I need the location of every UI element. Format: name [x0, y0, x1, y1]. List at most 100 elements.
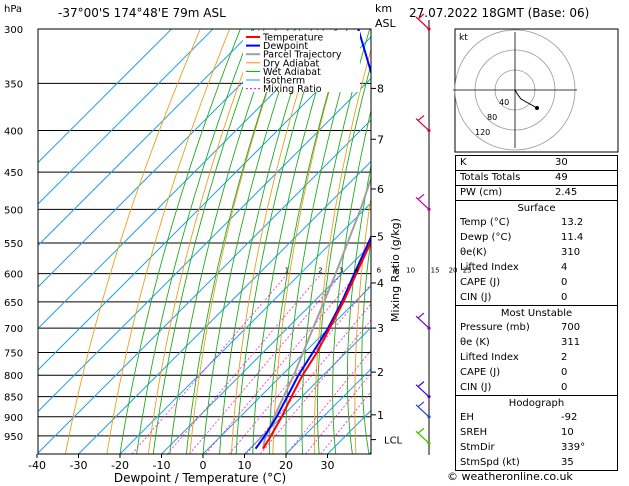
param-label: CAPE (J): [460, 277, 501, 288]
wet-adiabat-line: [346, 163, 371, 454]
param-row: StmDir 339°: [456, 440, 617, 455]
pressure-tick-label: 700: [4, 324, 23, 335]
isotherm-line: [285, 368, 371, 454]
wet-adiabat-line: [185, 29, 289, 454]
param-value: 0: [561, 277, 568, 288]
legend-background: [243, 31, 360, 92]
mixing-ratio-label: 10: [406, 267, 415, 275]
isotherm-line: [202, 285, 371, 454]
mixing-ratio-label: 4: [354, 267, 359, 275]
chart-background-lines: [38, 29, 371, 454]
wet-adiabat-line: [119, 29, 241, 454]
dry-adiabat-line: [272, 29, 348, 454]
hodograph-unit-label: kt: [459, 33, 468, 43]
chart-axes: 3003504004505005506006507007508008509009…: [4, 2, 472, 485]
param-row: Temp (°C) 13.2: [456, 215, 617, 230]
pressure-tick-label: 850: [4, 393, 23, 404]
isotherm-line: [38, 119, 371, 454]
param-value: 311: [561, 337, 581, 348]
mixing-ratio-label: 6: [377, 267, 382, 275]
param-value: 0: [561, 382, 568, 393]
wet-adiabat-line: [235, 29, 325, 454]
surface-title: Surface: [517, 203, 556, 214]
param-label: θe (K): [460, 337, 490, 348]
pressure-tick-label: 450: [4, 168, 23, 179]
legend-entry: Isotherm: [263, 76, 305, 87]
dry-adiabat-line: [354, 194, 371, 454]
pressure-tick-label: 950: [4, 432, 23, 443]
km-tick-label: 3: [377, 322, 384, 335]
pressure-tick-label: 650: [4, 298, 23, 309]
index-row: PW (cm) 2.45: [455, 185, 618, 201]
wet-adiabat-line: [301, 29, 371, 454]
isotherm-line: [38, 29, 255, 247]
param-label: Dewp (°C): [460, 232, 512, 243]
index-row: K 30: [455, 155, 618, 171]
dry-adiabat-line: [230, 29, 319, 454]
param-value: 35: [561, 457, 574, 468]
isotherm-line: [38, 29, 214, 205]
legend-entry: Dewpoint: [263, 41, 308, 52]
wind-barb-dot: [427, 441, 431, 445]
surface-box: Surface Temp (°C) 13.2 Dewp (°C) 11.4 θe(K) 3…: [455, 200, 618, 306]
dewpoint-line: [254, 29, 371, 450]
dry-adiabat-line: [313, 47, 371, 454]
temperature-line: [262, 239, 371, 450]
wet-adiabat-line: [332, 108, 371, 454]
wind-barb-dot: [427, 128, 431, 133]
km-label: km: [375, 2, 392, 15]
legend-entry: Mixing Ratio: [263, 84, 322, 95]
hodograph-trace: [514, 89, 538, 109]
wind-barb-flag: [417, 427, 425, 434]
wet-adiabat-line: [268, 29, 348, 454]
wind-barb-dot: [427, 415, 431, 419]
pressure-tick-label: 600: [4, 270, 23, 281]
x-tick-label: -30: [70, 459, 88, 472]
mixing-ratio-line: [286, 349, 371, 454]
mixing-ratio-axis-label: Mixing Ratio (g/kg): [389, 218, 402, 322]
km-tick-label: 1: [377, 409, 384, 422]
km-tick-label: 6: [377, 183, 384, 196]
param-row: CIN (J) 0: [456, 290, 617, 305]
x-tick-label: 10: [238, 459, 252, 472]
hodograph-storm-motion: [535, 106, 539, 110]
mixing-ratio-line: [228, 283, 371, 454]
mixing-ratio-label: 1: [285, 267, 289, 275]
x-tick-label: 20: [279, 459, 293, 472]
asl-label: ASL: [375, 17, 397, 30]
hodograph-title: Hodograph: [508, 398, 565, 409]
hodograph-ring-label: 80: [487, 113, 497, 122]
dry-adiabat-line: [106, 29, 231, 454]
index-label: Totals Totals: [455, 170, 551, 186]
plot-frame: [37, 28, 372, 455]
km-tick-label: 5: [377, 230, 384, 243]
isotherm-line: [161, 243, 371, 454]
param-label: CIN (J): [460, 292, 492, 303]
wet-adiabat-line: [152, 29, 265, 454]
index-value: 30: [551, 155, 618, 171]
mixing-ratio-line: [246, 303, 371, 454]
index-value: 2.45: [551, 185, 618, 201]
param-value: 11.4: [561, 232, 584, 243]
km-tick-label: 4: [377, 277, 384, 290]
isotherm-line: [78, 160, 371, 454]
x-tick-label: 0: [200, 459, 207, 472]
index-label: PW (cm): [455, 185, 551, 201]
param-row: CIN (J) 0: [456, 380, 617, 395]
wind-barb-flag: [417, 381, 425, 388]
param-label: CAPE (J): [460, 367, 501, 378]
mixing-ratio-line: [205, 273, 358, 454]
param-value: 700: [561, 322, 581, 333]
location-title: -37°00'S 174°48'E 79m ASL: [58, 6, 226, 20]
pressure-tick-label: 300: [4, 25, 23, 36]
param-value: 2: [561, 352, 568, 363]
wind-barb-flag: [417, 115, 425, 122]
footer-copyright: © weatheronline.co.uk: [447, 470, 573, 483]
hodograph-ring-label: 120: [475, 128, 490, 137]
isotherm-line: [38, 29, 338, 330]
mixing-ratio-line: [260, 319, 371, 454]
isotherm-line: [244, 326, 371, 454]
mixing-ratio-line: [305, 372, 371, 454]
pressure-tick-label: 750: [4, 348, 23, 359]
